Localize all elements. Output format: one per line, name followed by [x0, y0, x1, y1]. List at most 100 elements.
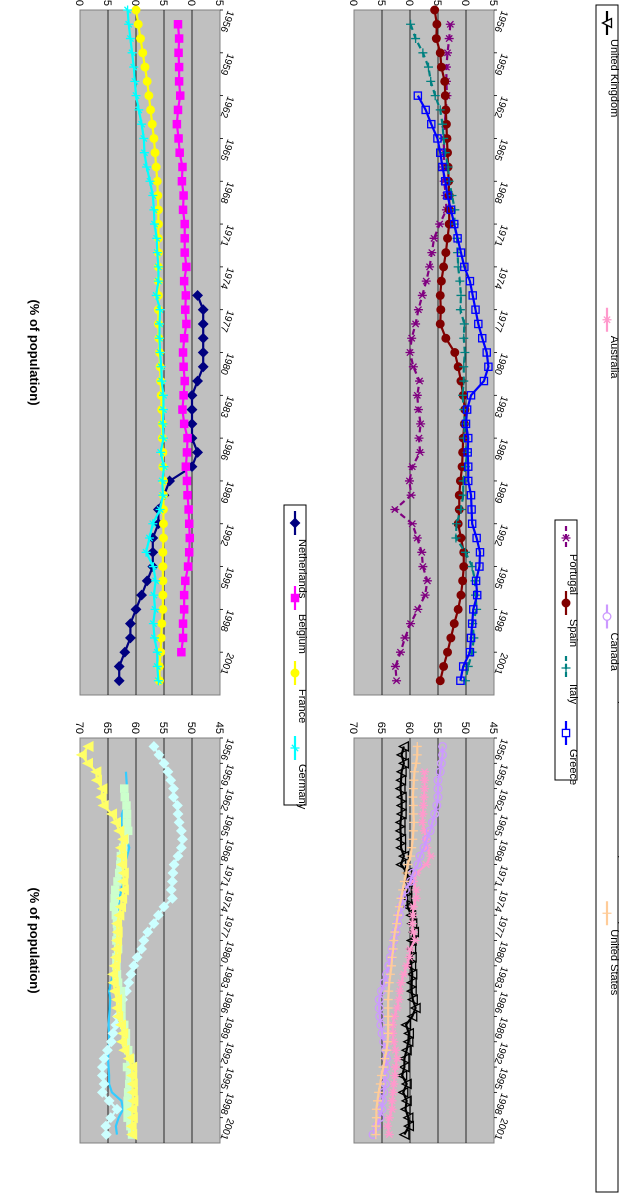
data-point: [197, 361, 209, 373]
data-point: [396, 1069, 408, 1082]
data-point: [374, 995, 384, 1005]
data-point: [385, 969, 395, 979]
data-point: [399, 970, 409, 978]
data-point: [109, 951, 121, 963]
data-point: [116, 1036, 128, 1048]
data-point: [408, 784, 418, 794]
data-point: [151, 162, 161, 172]
y-tick-label: 55: [157, 722, 169, 734]
data-point: [465, 647, 475, 657]
data-point: [148, 619, 158, 629]
data-point: [108, 960, 120, 972]
data-point: [392, 1055, 402, 1063]
data-point: [174, 48, 183, 58]
data-point: [439, 661, 449, 671]
data-point: [371, 1113, 381, 1123]
legend-marker: [289, 517, 301, 529]
data-point: [449, 219, 459, 229]
y-tick-label: 50: [459, 0, 471, 6]
data-point: [451, 519, 461, 529]
data-point: [148, 741, 160, 752]
legend-label: France: [296, 689, 308, 723]
data-point: [465, 276, 475, 286]
data-point: [128, 960, 140, 972]
data-point: [460, 676, 470, 686]
data-point: [408, 826, 418, 836]
data-point: [415, 448, 425, 457]
data-point: [142, 76, 152, 86]
data-point: [471, 576, 481, 586]
data-point: [395, 791, 407, 803]
data-point: [429, 234, 439, 242]
y-tick-label: 45: [213, 722, 225, 734]
data-point: [165, 774, 177, 786]
data-point: [407, 843, 417, 853]
data-point: [197, 347, 209, 358]
y-tick-label: 45: [487, 722, 499, 734]
data-point: [441, 176, 450, 186]
data-point: [175, 842, 187, 854]
data-point: [390, 662, 400, 671]
data-point: [427, 817, 437, 827]
data-point: [414, 434, 424, 442]
data-point: [122, 801, 131, 810]
data-point: [417, 818, 427, 826]
data-point: [397, 740, 409, 752]
data-point: [413, 605, 423, 613]
data-point: [467, 562, 477, 572]
data-point: [456, 676, 465, 685]
data-point: [153, 262, 163, 272]
data-point: [174, 34, 184, 43]
data-point: [388, 944, 398, 954]
y-axis-label: (% of population): [27, 887, 42, 993]
data-point: [406, 968, 418, 980]
y-tick-label: 55: [157, 0, 169, 6]
data-point: [126, 1129, 138, 1141]
data-point: [413, 91, 423, 100]
chart-panel-2: 4550556065701956195919621965196819711974…: [347, 0, 510, 696]
data-point: [183, 433, 192, 443]
data-point: [445, 20, 455, 28]
data-point: [409, 775, 419, 785]
data-point: [158, 490, 168, 500]
data-point: [158, 519, 168, 529]
data-point: [435, 676, 445, 686]
data-point: [409, 817, 419, 827]
data-point: [197, 332, 209, 344]
data-point: [419, 843, 429, 853]
data-point: [426, 76, 436, 86]
data-point: [179, 590, 189, 600]
data-point: [458, 662, 468, 671]
data-point: [149, 205, 159, 215]
data-point: [184, 519, 194, 529]
data-point: [438, 750, 447, 760]
data-point: [108, 985, 120, 997]
data-point: [383, 995, 393, 1005]
data-point: [139, 148, 149, 158]
data-point: [116, 850, 128, 862]
data-point: [159, 462, 169, 472]
data-point: [197, 318, 209, 330]
data-point: [113, 675, 125, 687]
data-point: [114, 1019, 127, 1031]
data-point: [153, 749, 165, 761]
data-point: [411, 886, 421, 894]
data-point: [420, 785, 430, 793]
data-point: [443, 191, 452, 200]
data-point: [459, 562, 469, 572]
data-point: [126, 1078, 138, 1090]
data-point: [408, 903, 418, 911]
data-point: [125, 34, 135, 44]
data-point: [144, 533, 154, 543]
data-point: [148, 918, 160, 930]
legend-label: Spain: [567, 619, 579, 647]
data-point: [140, 62, 150, 72]
data-point: [113, 909, 125, 921]
data-point: [447, 191, 457, 201]
data-point: [455, 276, 465, 286]
data-point: [440, 76, 450, 86]
data-point: [90, 766, 102, 778]
data-point: [443, 647, 452, 657]
data-point: [393, 910, 403, 920]
